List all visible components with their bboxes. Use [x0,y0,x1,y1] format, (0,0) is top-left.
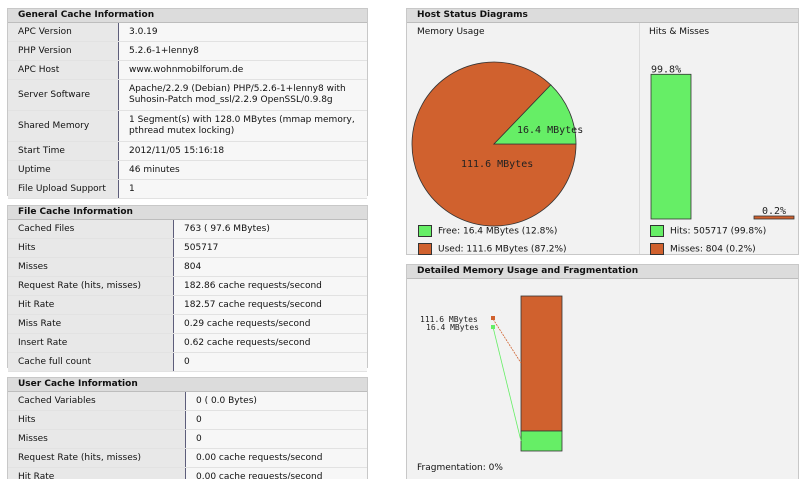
memory-bar-used [521,296,562,431]
legend-free-swatch [418,225,432,237]
legend-misses-swatch [650,243,664,255]
table-row: Request Rate (hits, misses)182.86 cache … [8,277,367,296]
detailed-memory-title: Detailed Memory Usage and Fragmentation [407,265,798,279]
file-cache-title: File Cache Information [8,206,367,220]
used-marker [491,316,495,320]
memory-usage-cell: Memory Usage 16.4 MBytes 111.6 MBytes Fr… [407,23,640,254]
free-marker [491,325,495,329]
pie-label-free: 16.4 MBytes [517,125,583,136]
legend-free: Free: 16.4 MBytes (12.8%) [418,225,557,237]
free-connector-line [493,327,521,441]
legend-misses: Misses: 804 (0.2%) [650,243,756,255]
memory-pie-chart: 16.4 MBytes 111.6 MBytes [407,39,639,229]
legend-hits: Hits: 505717 (99.8%) [650,225,766,237]
general-cache-title: General Cache Information [8,9,367,23]
user-cache-title: User Cache Information [8,378,367,392]
fragmentation-chart: 111.6 MBytes 16.4 MBytes [407,279,798,459]
hits-misses-label: Hits & Misses [649,27,709,37]
bar-hits [651,74,691,219]
memory-bar-free [521,431,562,451]
memory-usage-label: Memory Usage [417,27,485,37]
hits-misses-cell: Hits & Misses 99.8% 0.2% Hits: 505717 (9… [640,23,798,254]
bar-label-hits: 99.8% [651,64,681,75]
bar-label-misses: 0.2% [762,206,786,217]
detailed-free-label: 16.4 MBytes [426,323,479,332]
legend-used-swatch [418,243,432,255]
hits-misses-bar-chart: 99.8% 0.2% [640,39,798,229]
host-status-title: Host Status Diagrams [407,9,798,23]
table-row: Request Rate (hits, misses)0.00 cache re… [8,449,367,468]
detailed-memory-panel: Detailed Memory Usage and Fragmentation … [406,264,799,479]
fragmentation-label: Fragmentation: 0% [417,463,503,473]
legend-hits-swatch [650,225,664,237]
legend-used: Used: 111.6 MBytes (87.2%) [418,243,567,255]
used-connector-line [493,319,521,363]
host-status-panel: Host Status Diagrams Memory Usage 16.4 M… [406,8,799,255]
pie-label-used: 111.6 MBytes [461,159,533,170]
